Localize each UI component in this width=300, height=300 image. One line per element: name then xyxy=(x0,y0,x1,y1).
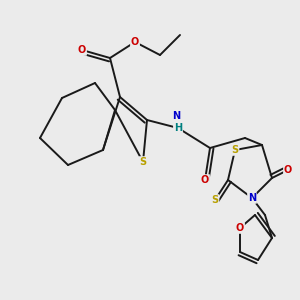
Text: O: O xyxy=(284,165,292,175)
Text: S: S xyxy=(140,157,147,167)
Text: O: O xyxy=(131,37,139,47)
Text: O: O xyxy=(236,223,244,233)
Text: N: N xyxy=(248,193,256,203)
Text: S: S xyxy=(212,195,219,205)
Text: H: H xyxy=(174,124,182,133)
Text: O: O xyxy=(201,175,209,185)
Text: O: O xyxy=(78,45,86,55)
Text: H: H xyxy=(174,123,182,133)
Text: N: N xyxy=(172,111,180,121)
Text: S: S xyxy=(231,145,239,155)
